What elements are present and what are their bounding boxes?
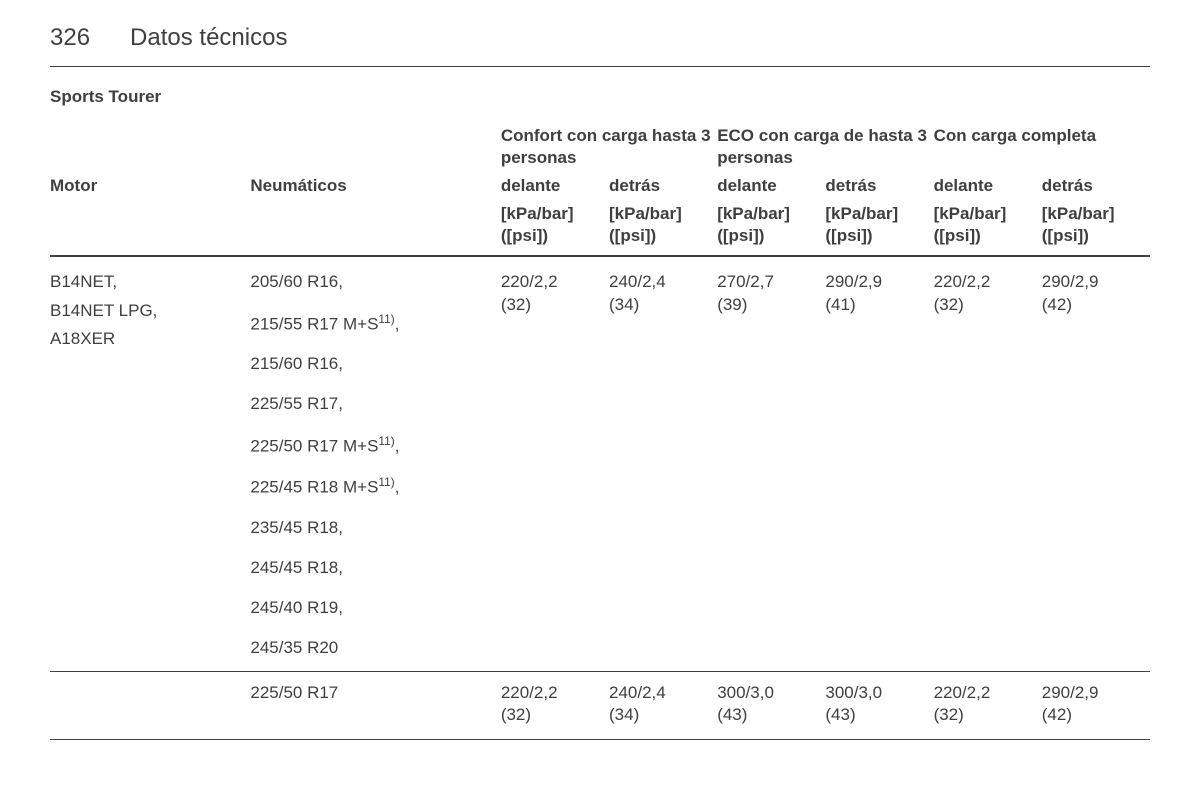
tire-item: 245/45 R18, [250, 557, 496, 579]
pressure-psi: (42) [1042, 704, 1146, 726]
col-eco-detras: detrás [825, 175, 933, 203]
table-header-units: [kPa/bar] ([psi]) [kPa/bar] ([psi]) [kPa… [50, 203, 1150, 256]
pressure-psi: (34) [609, 294, 713, 316]
footnote-mark: 11) [378, 475, 394, 489]
pressure-kpa-bar: 220/2,2 [501, 271, 605, 293]
pressure-psi: (32) [501, 294, 605, 316]
pressure-psi: (32) [934, 294, 1038, 316]
footnote-mark: 11) [378, 434, 394, 448]
tire-item: 235/45 R18, [250, 517, 496, 539]
motor-line: B14NET LPG, [50, 300, 246, 322]
motor-line: A18XER [50, 328, 246, 350]
pressure-kpa-bar: 290/2,9 [1042, 682, 1146, 704]
col-motor: Motor [50, 175, 250, 203]
unit-cell: [kPa/bar] ([psi]) [501, 203, 609, 256]
motor-line: B14NET, [50, 271, 246, 293]
tire-item: 225/55 R17, [250, 393, 496, 415]
pressure-kpa-bar: 290/2,9 [825, 271, 929, 293]
table-body: B14NET, B14NET LPG, A18XER 205/60 R16, 215/5… [50, 256, 1150, 739]
col-neumaticos: Neumáticos [250, 175, 500, 203]
pressure-kpa-bar: 300/3,0 [825, 682, 929, 704]
tire-cell: 225/50 R17 [250, 672, 500, 739]
table-row: 225/50 R17220/2,2(32)240/2,4(34)300/3,0(… [50, 672, 1150, 739]
page-number: 326 [50, 24, 90, 52]
pressure-cell: 240/2,4(34) [609, 672, 717, 739]
pressure-cell: 300/3,0(43) [717, 672, 825, 739]
tire-item: 225/50 R17 [250, 682, 496, 704]
tire-item: 245/35 R20 [250, 637, 496, 659]
unit-cell: [kPa/bar] ([psi]) [609, 203, 717, 256]
tire-cell: 205/60 R16, 215/55 R17 M+S11), 215/60 R16,… [250, 256, 500, 671]
table-row: B14NET, B14NET LPG, A18XER 205/60 R16, 215/5… [50, 256, 1150, 671]
tire-item: 215/55 R17 M+S11), [250, 312, 496, 336]
table-header-groups: Confort con carga hasta 3 personas ECO c… [50, 125, 1150, 175]
table-header-sub: Motor Neumáticos delante detrás delante … [50, 175, 1150, 203]
pressure-psi: (43) [717, 704, 821, 726]
pressure-cell: 220/2,2(32) [934, 256, 1042, 671]
pressure-cell: 220/2,2(32) [501, 672, 609, 739]
unit-cell: [kPa/bar] ([psi]) [1042, 203, 1150, 256]
pressure-psi: (43) [825, 704, 929, 726]
pressure-cell: 270/2,7(39) [717, 256, 825, 671]
tire-item: 205/60 R16, [250, 271, 496, 293]
col-group-confort: Confort con carga hasta 3 personas [501, 125, 717, 175]
motor-cell [50, 672, 250, 739]
pressure-cell: 290/2,9(42) [1042, 256, 1150, 671]
unit-cell: [kPa/bar] ([psi]) [717, 203, 825, 256]
col-group-eco: ECO con carga de hasta 3 personas [717, 125, 933, 175]
col-eco-delante: delante [717, 175, 825, 203]
pressure-kpa-bar: 300/3,0 [717, 682, 821, 704]
section-subtitle: Sports Tourer [50, 87, 1150, 107]
pressure-psi: (42) [1042, 294, 1146, 316]
pressure-kpa-bar: 240/2,4 [609, 682, 713, 704]
unit-cell: [kPa/bar] ([psi]) [825, 203, 933, 256]
pressure-cell: 220/2,2(32) [934, 672, 1042, 739]
motor-cell: B14NET, B14NET LPG, A18XER [50, 256, 250, 671]
pressure-psi: (32) [934, 704, 1038, 726]
pressure-kpa-bar: 270/2,7 [717, 271, 821, 293]
pressure-cell: 290/2,9(41) [825, 256, 933, 671]
tire-item: 215/60 R16, [250, 353, 496, 375]
col-full-delante: delante [934, 175, 1042, 203]
pressure-cell: 240/2,4(34) [609, 256, 717, 671]
pressure-kpa-bar: 290/2,9 [1042, 271, 1146, 293]
col-confort-detras: detrás [609, 175, 717, 203]
unit-cell: [kPa/bar] ([psi]) [934, 203, 1042, 256]
page-header: 326 Datos técnicos [50, 24, 1150, 67]
col-confort-delante: delante [501, 175, 609, 203]
pressure-psi: (34) [609, 704, 713, 726]
pressure-kpa-bar: 220/2,2 [934, 682, 1038, 704]
col-full-detras: detrás [1042, 175, 1150, 203]
page-title: Datos técnicos [130, 24, 287, 52]
pressure-cell: 290/2,9(42) [1042, 672, 1150, 739]
pressure-psi: (39) [717, 294, 821, 316]
tire-item: 225/45 R18 M+S11), [250, 475, 496, 499]
pressure-kpa-bar: 220/2,2 [934, 271, 1038, 293]
footnote-mark: 11) [378, 312, 394, 326]
pressure-kpa-bar: 220/2,2 [501, 682, 605, 704]
pressure-psi: (32) [501, 704, 605, 726]
pressure-psi: (41) [825, 294, 929, 316]
col-group-full: Con carga completa [934, 125, 1150, 175]
pressure-cell: 220/2,2(32) [501, 256, 609, 671]
tire-item: 225/50 R17 M+S11), [250, 434, 496, 458]
tire-item: 245/40 R19, [250, 597, 496, 619]
pressure-cell: 300/3,0(43) [825, 672, 933, 739]
pressure-table: Confort con carga hasta 3 personas ECO c… [50, 125, 1150, 740]
pressure-kpa-bar: 240/2,4 [609, 271, 713, 293]
